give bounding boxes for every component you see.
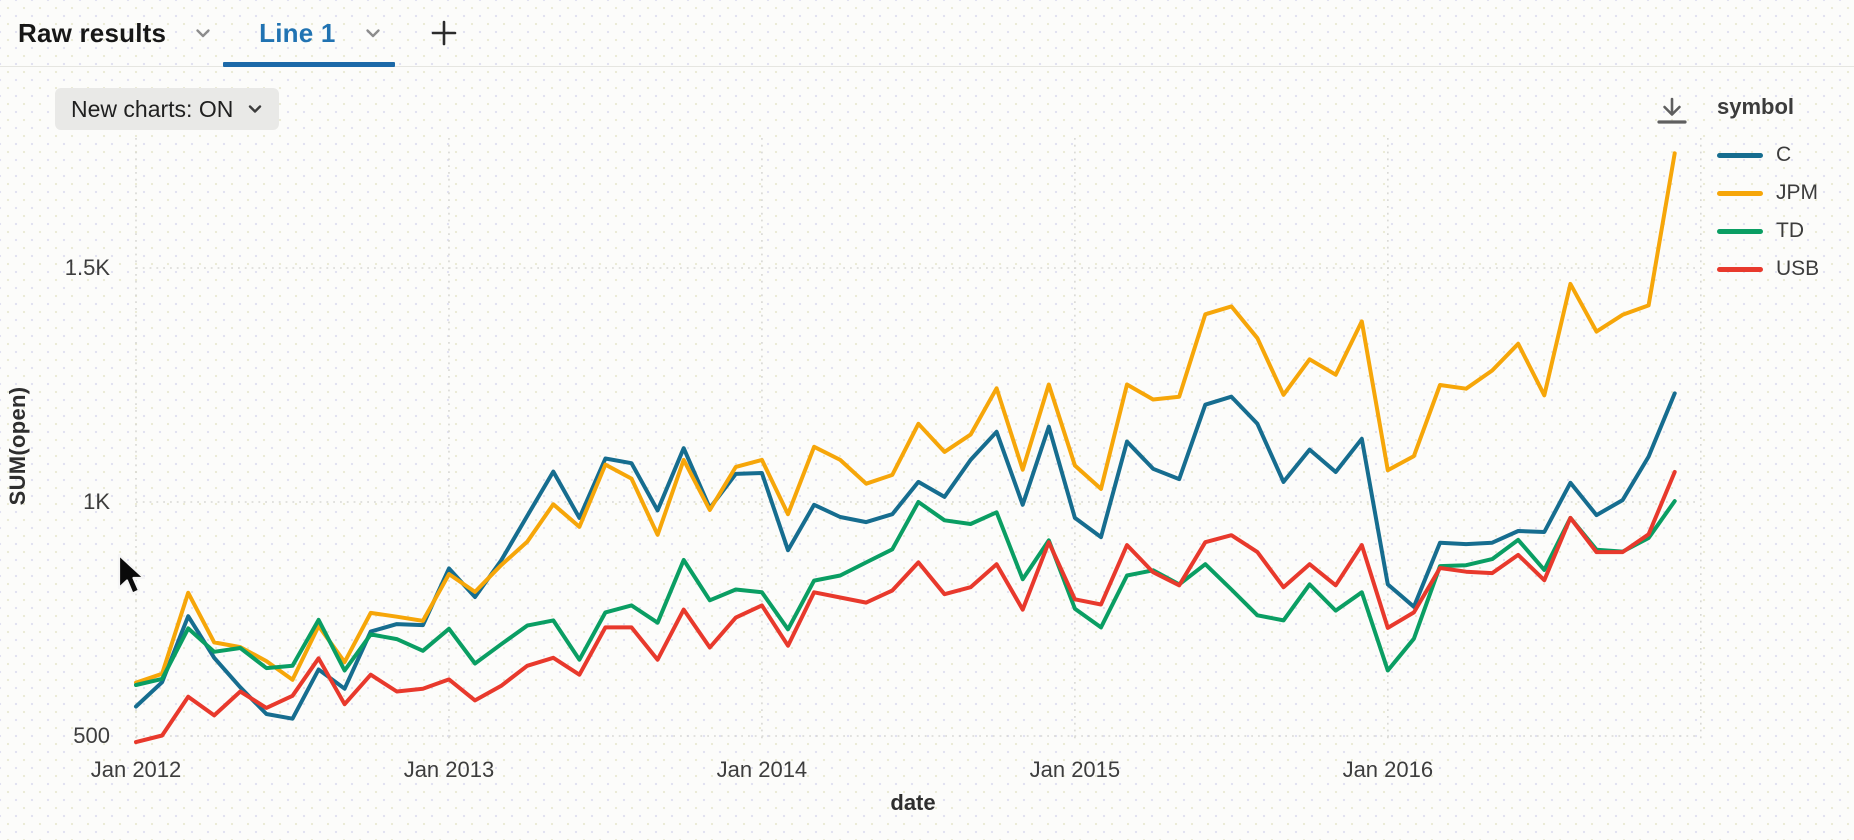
x-tick-label: Jan 2012 xyxy=(90,757,182,782)
series-color-swatch xyxy=(1717,266,1763,272)
tab-raw-results[interactable]: Raw results xyxy=(18,18,214,49)
legend-item-label: TD xyxy=(1776,219,1804,242)
x-axis-title: date xyxy=(890,790,936,815)
results-tab-bar: Raw results Line 1 xyxy=(0,0,1854,67)
tab-raw-results-label: Raw results xyxy=(18,17,167,48)
x-tick-label: Jan 2014 xyxy=(716,757,808,782)
legend-item-c[interactable]: C xyxy=(1717,136,1847,174)
chevron-down-icon[interactable] xyxy=(362,22,384,44)
new-charts-toggle[interactable]: New charts: ON xyxy=(55,88,280,130)
tab-line-1-label: Line 1 xyxy=(259,17,336,48)
legend-item-label: JPM xyxy=(1776,181,1818,204)
legend-item-label: C xyxy=(1776,143,1792,166)
x-tick-label: Jan 2015 xyxy=(1029,757,1121,782)
chevron-down-icon xyxy=(249,105,262,113)
mouse-cursor xyxy=(117,554,146,595)
y-tick-label: 1K xyxy=(83,489,110,514)
new-charts-label: New charts: ON xyxy=(71,95,234,122)
active-tab-underline xyxy=(223,62,395,67)
series-color-swatch xyxy=(1717,190,1763,196)
y-tick-label: 1.5K xyxy=(64,255,110,280)
chevron-down-icon[interactable] xyxy=(192,22,214,44)
add-chart-tab-button[interactable] xyxy=(429,18,459,48)
download-chart-button[interactable] xyxy=(1652,92,1692,134)
legend-item-usb[interactable]: USB xyxy=(1717,250,1847,288)
x-tick-label: Jan 2016 xyxy=(1342,757,1434,782)
tab-line-1[interactable]: Line 1 xyxy=(259,18,383,49)
y-tick-label: 500 xyxy=(73,723,110,748)
series-color-swatch xyxy=(1717,228,1763,234)
legend-item-jpm[interactable]: JPM xyxy=(1717,174,1847,212)
legend-item-label: USB xyxy=(1776,257,1820,280)
chart-legend: symbol C JPM TD USB xyxy=(1717,94,1847,288)
x-tick-label: Jan 2013 xyxy=(403,757,495,782)
legend-item-td[interactable]: TD xyxy=(1717,212,1847,250)
legend-title: symbol xyxy=(1717,94,1795,119)
download-icon xyxy=(1657,97,1687,124)
series-color-swatch xyxy=(1717,152,1763,158)
